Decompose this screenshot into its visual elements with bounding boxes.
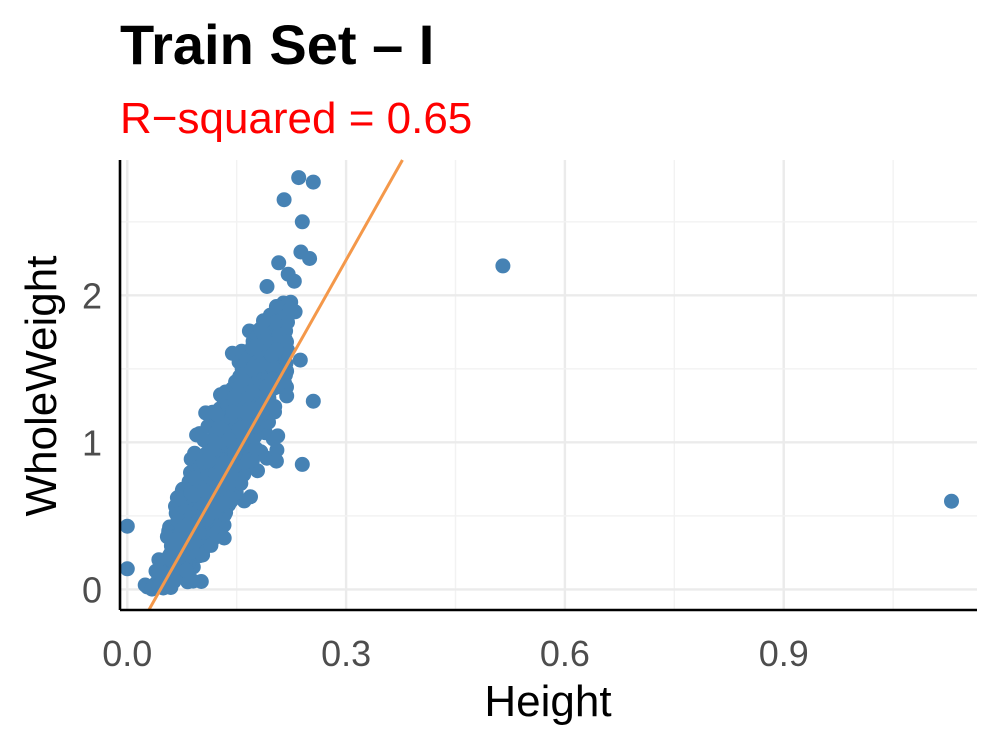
data-point — [201, 452, 217, 468]
data-point — [271, 255, 287, 271]
data-point — [189, 427, 205, 443]
data-point — [211, 420, 227, 436]
data-point — [259, 379, 275, 395]
data-point — [119, 518, 135, 534]
data-point — [151, 552, 167, 568]
data-point — [305, 174, 321, 190]
data-point — [268, 314, 283, 330]
data-point — [268, 453, 284, 469]
data-point — [291, 170, 307, 186]
plot-area — [119, 159, 977, 611]
data-point — [269, 442, 285, 458]
data-point — [233, 475, 249, 491]
x-tick-label: 0.0 — [102, 633, 152, 674]
y-tick-label: 1 — [82, 422, 102, 463]
data-point — [239, 405, 254, 421]
y-tick-label: 0 — [82, 569, 102, 610]
y-tick-label: 2 — [82, 275, 102, 316]
data-point — [187, 470, 202, 486]
y-axis-title: WholeWeight — [17, 256, 66, 517]
x-axis-title: Height — [484, 677, 611, 726]
data-point — [286, 273, 302, 289]
data-point — [267, 399, 283, 415]
data-point — [186, 487, 202, 503]
data-point — [282, 301, 298, 317]
data-point — [292, 352, 308, 368]
data-point — [203, 537, 219, 553]
data-point — [246, 359, 261, 375]
data-point — [268, 342, 284, 358]
data-point — [197, 483, 213, 499]
data-point — [119, 561, 135, 577]
y-axis-ticks: 0 1 2 — [82, 275, 102, 610]
data-point — [234, 372, 250, 388]
data-point — [178, 563, 194, 579]
data-point — [248, 441, 264, 456]
regression-line — [147, 159, 404, 611]
data-point — [216, 530, 232, 546]
chart-title: Train Set – I — [120, 13, 434, 76]
x-tick-label: 0.3 — [321, 633, 371, 674]
data-point — [495, 258, 511, 274]
x-tick-label: 0.6 — [540, 633, 590, 674]
data-point — [180, 574, 196, 590]
chart-subtitle: R−squared = 0.65 — [120, 94, 472, 143]
x-tick-label: 0.9 — [759, 633, 809, 674]
x-axis-ticks: 0.0 0.3 0.6 0.9 — [102, 633, 808, 674]
data-point — [305, 393, 321, 409]
data-point — [216, 495, 232, 511]
data-point — [270, 428, 286, 444]
data-points — [119, 170, 959, 597]
data-point — [302, 251, 318, 266]
data-point — [294, 214, 310, 230]
data-point — [256, 313, 271, 329]
data-point — [209, 407, 225, 423]
data-point — [227, 389, 243, 405]
data-point — [294, 456, 310, 472]
data-point — [248, 338, 264, 354]
data-point — [243, 489, 258, 505]
data-point — [259, 279, 275, 294]
data-point — [944, 493, 959, 509]
data-point — [276, 192, 292, 208]
data-point — [180, 516, 196, 532]
data-point — [279, 334, 294, 350]
